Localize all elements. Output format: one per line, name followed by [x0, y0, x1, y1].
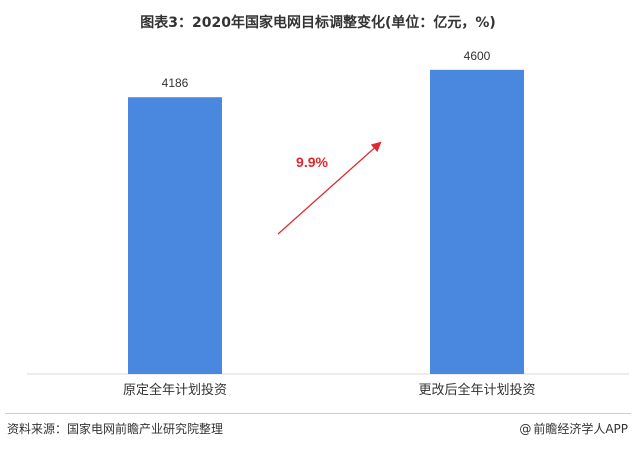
category-label-1: 原定全年计划投资 — [123, 382, 227, 398]
bar-2 — [430, 69, 524, 374]
brand-label: 前瞻经济学人APP — [533, 422, 628, 436]
growth-arrow — [277, 141, 382, 235]
footer-divider — [5, 413, 631, 414]
chart-title: 图表3：2020年国家电网目标调整变化(单位：亿元，%) — [140, 15, 496, 31]
source-note: 资料来源：国家电网前瞻产业研究院整理 — [7, 422, 224, 436]
value-label-2: 4600 — [464, 49, 491, 63]
bar-1 — [128, 97, 222, 374]
value-label-1: 4186 — [162, 76, 189, 90]
category-label-2: 更改后全年计划投资 — [418, 382, 535, 398]
growth-rate-label: 9.9% — [296, 154, 328, 170]
brand-credit: @ 前瞻经济学人APP — [519, 420, 628, 437]
at-sign-icon: @ — [519, 422, 532, 436]
